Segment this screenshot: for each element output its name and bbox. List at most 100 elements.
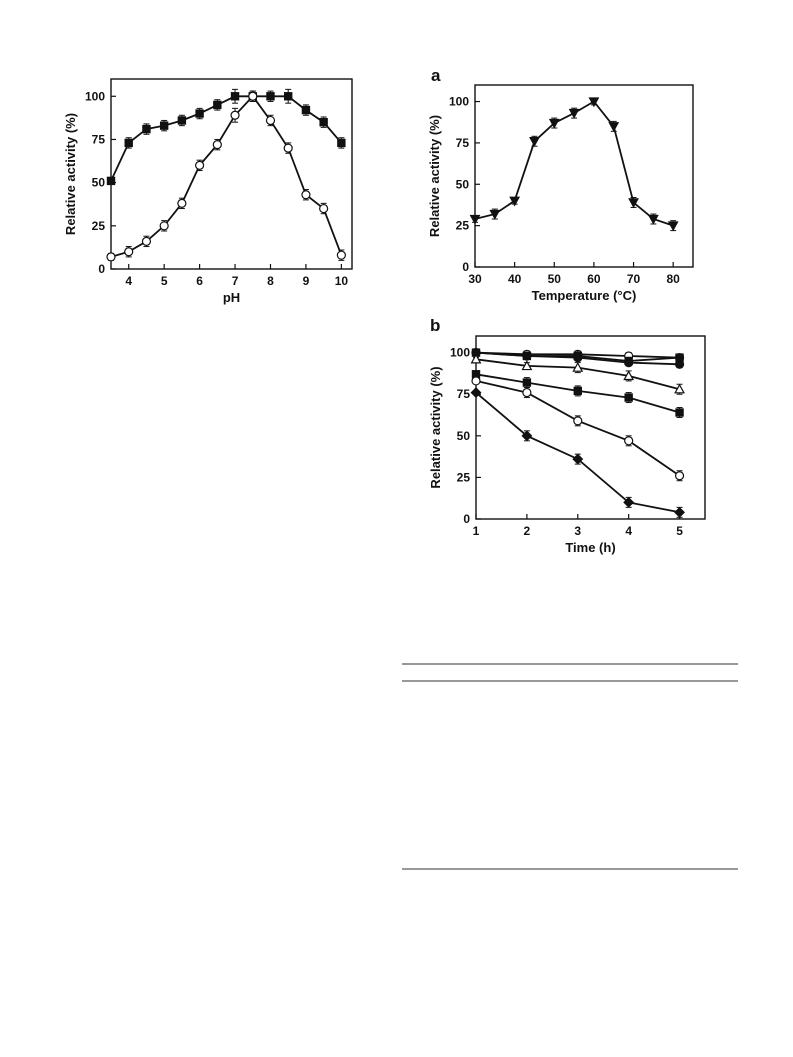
data-point (548, 118, 560, 129)
data-point (159, 221, 169, 231)
data-point (337, 138, 346, 148)
data-series (471, 376, 685, 482)
data-point (159, 121, 169, 130)
data-point (573, 353, 583, 363)
y-tick-label: 0 (463, 512, 470, 526)
plot-frame (110, 78, 353, 270)
plot-frame (474, 84, 694, 268)
y-tick-label: 0 (462, 260, 469, 274)
temperature-activity-chart: 30 40 50 60 70 80 0 25 50 75 100 Temperature (°C) Re… (427, 66, 694, 303)
data-point (230, 92, 240, 101)
data-point (522, 387, 532, 398)
x-tick-label: 4 (625, 524, 632, 538)
series-line (110, 94, 343, 258)
data-point (142, 124, 151, 134)
y-tick-label: 50 (456, 177, 470, 191)
y-tick-label: 25 (92, 219, 106, 233)
data-point (469, 214, 481, 225)
y-tick-label: 25 (456, 219, 470, 233)
y-tick-label: 50 (457, 429, 471, 443)
y-tick-label: 25 (457, 470, 471, 484)
data-point (608, 122, 620, 133)
data-point (212, 140, 222, 150)
y-tick-label: 75 (92, 132, 106, 146)
x-tick-label: 9 (303, 274, 310, 288)
y-tick-label: 75 (457, 387, 471, 401)
data-series (106, 88, 346, 186)
x-tick-label: 7 (232, 274, 239, 288)
data-series (469, 97, 679, 232)
data-point (522, 351, 532, 361)
data-point (301, 190, 311, 200)
x-tick-label: 30 (468, 272, 482, 286)
data-point (265, 115, 276, 126)
data-point (624, 436, 634, 446)
data-point (572, 453, 584, 465)
data-point (568, 108, 580, 119)
y-tick-label: 75 (456, 136, 470, 150)
data-series (471, 348, 685, 369)
x-axis-label: Time (h) (565, 540, 615, 555)
series-line (475, 391, 680, 514)
data-point (470, 387, 482, 399)
data-point (106, 252, 116, 262)
data-point (588, 97, 600, 108)
data-point (470, 353, 482, 364)
data-series (470, 387, 686, 518)
y-tick-label: 0 (98, 262, 105, 276)
x-tick-label: 6 (196, 274, 203, 288)
data-point (522, 378, 532, 387)
y-axis-label: Relative activity (%) (427, 115, 442, 237)
data-point (675, 408, 684, 417)
data-point (623, 370, 635, 381)
data-point (195, 160, 205, 170)
x-tick-label: 3 (574, 524, 581, 538)
data-point (195, 109, 204, 118)
panel-label: b (430, 316, 440, 335)
table-rules (402, 663, 738, 870)
data-point (283, 143, 293, 153)
x-tick-label: 80 (667, 272, 681, 286)
data-point (319, 117, 328, 127)
data-point (177, 198, 187, 208)
data-point (572, 361, 584, 372)
data-point (106, 176, 116, 186)
panel-label: a (431, 66, 441, 85)
x-tick-label: 1 (473, 524, 480, 538)
y-axis-label: Relative activity (%) (428, 366, 443, 488)
x-tick-label: 8 (267, 274, 274, 288)
data-point (623, 496, 635, 508)
plot-frame (475, 335, 706, 520)
data-point (471, 376, 481, 386)
data-series (106, 90, 346, 262)
data-point (674, 471, 685, 481)
x-tick-label: 70 (627, 272, 641, 286)
data-point (509, 196, 521, 207)
data-point (177, 116, 187, 125)
data-point (336, 250, 346, 260)
data-series (471, 370, 684, 419)
data-point (141, 236, 152, 246)
y-tick-label: 100 (450, 346, 470, 360)
data-point (674, 383, 685, 394)
data-point (521, 430, 533, 442)
x-tick-label: 10 (335, 274, 349, 288)
data-point (529, 137, 540, 147)
data-point (213, 100, 222, 110)
x-tick-label: 2 (524, 524, 531, 538)
data-point (124, 247, 134, 257)
data-point (124, 138, 133, 148)
data-point (230, 110, 240, 120)
series-line (474, 100, 674, 227)
x-tick-label: 4 (125, 274, 132, 288)
x-tick-label: 5 (676, 524, 683, 538)
y-tick-label: 100 (449, 95, 469, 109)
data-series (470, 353, 685, 395)
y-tick-label: 100 (85, 89, 105, 103)
x-tick-label: 40 (508, 272, 522, 286)
data-point (266, 92, 275, 101)
x-tick-label: 60 (587, 272, 601, 286)
data-point (284, 92, 293, 101)
x-tick-label: 50 (548, 272, 562, 286)
